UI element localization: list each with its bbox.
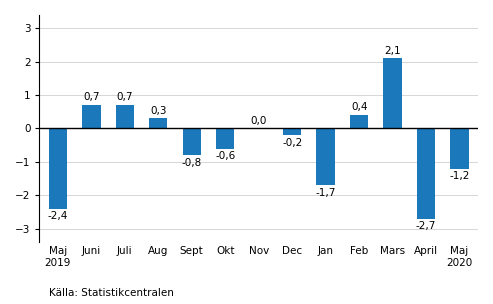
Text: 0,7: 0,7: [116, 92, 133, 102]
Bar: [216, 129, 235, 148]
Bar: [317, 129, 335, 185]
Bar: [283, 129, 301, 135]
Text: -0,8: -0,8: [181, 158, 202, 168]
Bar: [182, 129, 201, 155]
Bar: [417, 129, 435, 219]
Text: -1,2: -1,2: [450, 171, 470, 181]
Text: 0,0: 0,0: [250, 116, 267, 126]
Bar: [149, 119, 168, 129]
Text: Källa: Statistikcentralen: Källa: Statistikcentralen: [49, 288, 174, 298]
Text: -0,2: -0,2: [282, 138, 302, 148]
Text: -0,6: -0,6: [215, 151, 235, 161]
Bar: [49, 129, 67, 209]
Text: 2,1: 2,1: [385, 46, 401, 56]
Text: -2,4: -2,4: [48, 211, 68, 221]
Text: 0,3: 0,3: [150, 106, 167, 116]
Bar: [115, 105, 134, 129]
Bar: [350, 115, 368, 129]
Bar: [82, 105, 101, 129]
Text: 0,7: 0,7: [83, 92, 100, 102]
Text: 0,4: 0,4: [351, 102, 367, 112]
Text: -2,7: -2,7: [416, 221, 436, 231]
Bar: [384, 58, 402, 129]
Text: -1,7: -1,7: [316, 188, 336, 198]
Bar: [451, 129, 469, 168]
